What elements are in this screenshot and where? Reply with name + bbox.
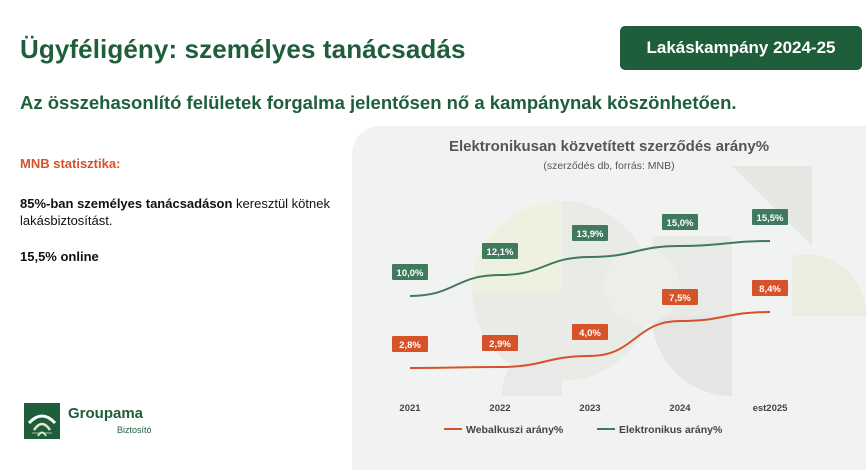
groupama-logo-icon [24,403,60,439]
data-label: 7,5% [669,293,691,304]
x-tick-label: est2025 [753,403,789,414]
series-line-1 [409,311,771,369]
data-label: 10,0% [397,268,424,279]
legend-label: Webalkuszi arány% [466,424,564,436]
page-title: Ügyféligény: személyes tanácsadás [20,34,466,64]
campaign-badge: Lakáskampány 2024-25 [620,26,862,70]
x-tick-label: 2023 [579,403,600,414]
data-label-bg [752,209,788,225]
data-label-bg [662,214,698,230]
data-label-bg [572,225,608,241]
data-label: 12,1% [487,247,514,258]
logo-name: Groupama [68,405,144,422]
data-label-bg [752,280,788,296]
groupama-logo: Groupama Biztosító [24,403,174,443]
series-line-0 [409,240,771,297]
legend-label: Elektronikus arány% [619,424,723,436]
data-label: 2,9% [489,339,511,350]
data-label: 4,0% [579,328,601,339]
logo-subtitle: Biztosító [117,425,152,435]
line-chart: 10,0% 12,1% 13,9% 15,0% 15,5% 2,8% 2,9% 4,0% 7,5… [392,209,789,436]
data-label-bg [392,336,428,352]
chart-panel: Elektronikusan közvetített szerződés ará… [352,126,866,470]
mnb-label: MNB statisztika: [20,156,121,171]
chart-title: Elektronikusan közvetített szerződés ará… [448,138,770,155]
data-label-bg [482,335,518,351]
data-label-bg [392,264,428,280]
data-label: 15,5% [757,213,784,224]
data-label-bg [482,243,518,259]
statistic-rest: keresztül kötnek lakásbiztosítást. [20,196,330,228]
chart-subtitle: (szerződés db, forrás: MNB) [543,160,675,172]
data-label-bg [662,289,698,305]
data-label: 15,0% [667,218,694,229]
x-tick-label: 2021 [399,403,421,414]
statistic-paragraph: 85%-ban személyes tanácsadáson keresztül… [20,195,350,229]
page-subtitle: Az összehasonlító felületek forgalma jel… [20,92,737,113]
data-label: 8,4% [759,284,781,295]
statistic-bold: 85%-ban személyes tanácsadáson [20,196,233,211]
data-label: 2,8% [399,340,421,351]
x-tick-label: 2024 [669,403,691,414]
online-share: 15,5% online [20,249,99,264]
data-label: 13,9% [577,229,604,240]
x-tick-label: 2022 [489,403,510,414]
data-label-bg [572,324,608,340]
